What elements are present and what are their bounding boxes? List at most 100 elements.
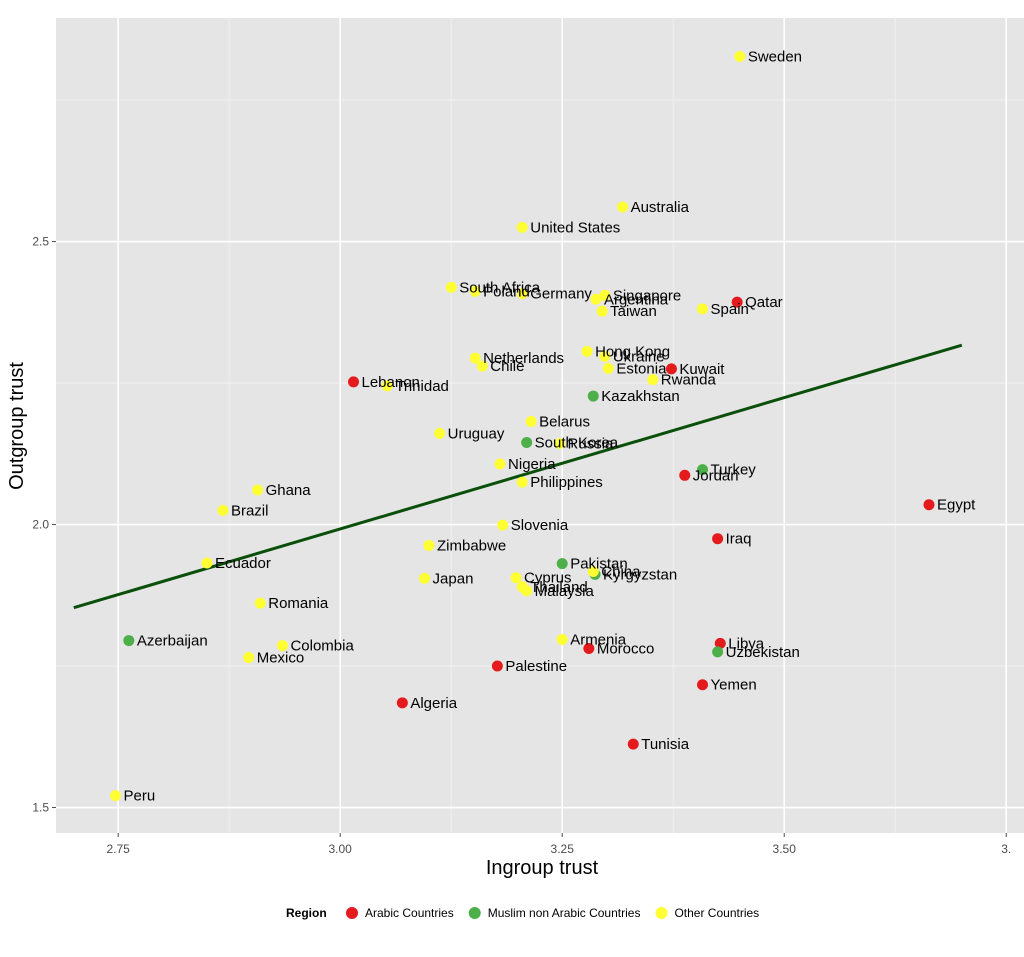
point-algeria [396,697,408,709]
point-nigeria [494,458,506,470]
x-tick-label: 3. [1001,842,1011,856]
label-south-korea: South Korea [535,434,619,451]
label-trinidad: Trinidad [395,378,449,395]
label-argentina: Argentina [604,291,669,308]
label-zimbabwe: Zimbabwe [437,537,506,554]
label-jordan: Jordan [693,467,739,484]
point-hong-kong [581,345,593,357]
label-taiwan: Taiwan [610,303,657,320]
y-tick-label: 2.5 [32,235,49,249]
label-china: China [601,564,641,581]
label-poland: Poland [483,283,530,300]
point-iraq [712,533,724,545]
label-belarus: Belarus [539,414,590,431]
label-armenia: Armenia [570,631,627,648]
point-singapore [599,289,611,301]
label-cyprus: Cyprus [524,570,572,587]
label-romania: Romania [268,595,329,612]
point-palestine [491,660,503,672]
point-mexico [243,652,255,664]
point-kazakhstan [587,390,599,402]
label-kazakhstan: Kazakhstan [601,388,679,405]
point-cyprus [510,572,522,584]
legend-label-other-countries: Other Countries [674,906,759,920]
label-russia: Russia [568,436,615,453]
legend-key-other-countries [655,907,668,919]
label-australia: Australia [631,199,690,216]
legend-label-arabic-countries: Arabic Countries [365,906,454,920]
panel-background [56,18,1024,833]
point-belarus [525,416,537,428]
point-philippines [516,476,528,488]
point-ukraine [599,350,611,362]
label-germany: Germany [530,286,592,303]
label-algeria: Algeria [410,695,457,712]
point-labels: Lebanon Kuwait Qatar Jordan Egypt Iraq Libya Ye… [124,48,977,804]
label-malaysia: Malaysia [535,583,595,600]
y-tick-label: 1.5 [32,801,49,815]
label-nigeria: Nigeria [508,456,556,473]
label-united-states: United States [530,219,620,236]
point-germany [516,288,528,300]
point-colombia [276,640,288,652]
label-spain: Spain [711,301,749,318]
label-philippines: Philippines [530,474,603,491]
label-ukraine: Ukraine [613,348,665,365]
grid-lines [56,18,1024,833]
label-south-africa: South Africa [459,279,541,296]
point-uzbekistan [712,646,724,658]
axis-ticks: 2.75 3.00 3.25 3.50 3. 1.5 2.0 2.5 [32,235,1011,856]
point-sweden [734,50,746,62]
label-peru: Peru [124,788,156,805]
label-mexico: Mexico [257,650,305,667]
point-pakistan [556,558,568,570]
point-zimbabwe [423,539,435,551]
point-estonia [602,362,614,374]
point-ecuador [201,557,213,569]
label-brazil: Brazil [231,502,269,519]
label-singapore: Singapore [613,287,681,304]
point-azerbaijan [123,635,135,647]
point-kuwait [665,363,677,375]
label-uzbekistan: Uzbekistan [726,644,800,661]
point-romania [254,597,266,609]
point-brazil [217,504,229,516]
label-chile: Chile [490,358,524,375]
label-ecuador: Ecuador [215,555,271,572]
label-japan: Japan [433,570,474,587]
label-pakistan: Pakistan [570,556,628,573]
legend-key-muslim-non-arabic-countries [468,907,481,919]
label-morocco: Morocco [597,640,655,657]
point-ghana [252,484,264,496]
point-slovenia [497,519,509,531]
y-tick-label: 2.0 [32,518,49,532]
point-japan [419,572,431,584]
legend: Region Arabic Countries Muslim non Arabic … [286,906,759,920]
point-uruguay [434,427,446,439]
point-turkey [697,464,709,476]
point-russia [554,438,566,450]
point-trinidad [381,380,393,392]
point-rwanda [647,374,659,386]
point-malaysia [521,585,533,597]
point-jordan [679,469,691,481]
point-united-states [516,221,528,233]
point-china [587,566,599,578]
point-yemen [697,679,709,691]
y-axis-title: Outgroup trust [6,362,28,490]
point-qatar [731,296,743,308]
point-south-korea [521,436,533,448]
label-lebanon: Lebanon [362,374,420,391]
label-azerbaijan: Azerbaijan [137,633,208,650]
label-slovenia: Slovenia [511,517,569,534]
point-taiwan [596,305,608,317]
x-tick-label: 2.75 [106,842,130,856]
label-estonia: Estonia [616,360,667,377]
x-tick-label: 3.00 [329,842,353,856]
label-colombia: Colombia [290,638,354,655]
point-south-africa [445,281,457,293]
label-kyrgyzstan: Kyrgyzstan [603,566,677,583]
legend-label-muslim-non-arabic-countries: Muslim non Arabic Countries [488,906,641,920]
point-netherlands [469,352,481,364]
